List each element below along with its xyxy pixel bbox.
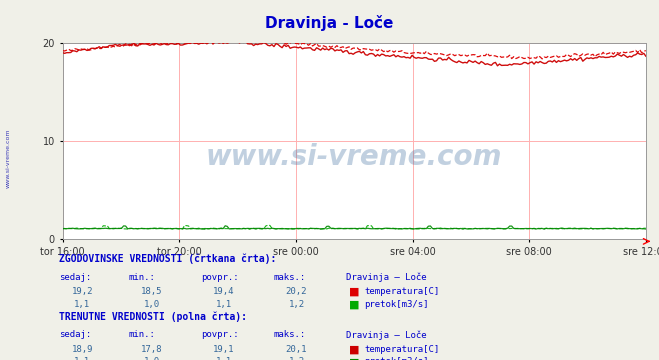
Text: maks.:: maks.: [273,273,306,282]
Text: 1,2: 1,2 [289,357,304,360]
Text: sedaj:: sedaj: [59,330,92,339]
Text: 1,2: 1,2 [289,300,304,309]
Text: sedaj:: sedaj: [59,273,92,282]
Text: 18,9: 18,9 [72,345,93,354]
Text: ■: ■ [349,345,360,355]
Text: www.si-vreme.com: www.si-vreme.com [206,143,502,171]
Text: 19,4: 19,4 [214,287,235,296]
Text: ■: ■ [349,357,360,360]
Text: 1,1: 1,1 [74,300,90,309]
Text: 1,1: 1,1 [216,357,232,360]
Text: 1,0: 1,0 [144,300,159,309]
Text: 18,5: 18,5 [141,287,162,296]
Text: Dravinja – Loče: Dravinja – Loče [346,273,426,282]
Text: pretok[m3/s]: pretok[m3/s] [364,300,429,309]
Text: 1,1: 1,1 [216,300,232,309]
Text: Dravinja – Loče: Dravinja – Loče [346,330,426,339]
Text: ■: ■ [349,300,360,310]
Text: 19,1: 19,1 [214,345,235,354]
Text: povpr.:: povpr.: [201,330,239,339]
Text: temperatura[C]: temperatura[C] [364,287,440,296]
Text: maks.:: maks.: [273,330,306,339]
Text: ■: ■ [349,287,360,297]
Text: povpr.:: povpr.: [201,273,239,282]
Text: ZGODOVINSKE VREDNOSTI (črtkana črta):: ZGODOVINSKE VREDNOSTI (črtkana črta): [59,254,277,264]
Text: TRENUTNE VREDNOSTI (polna črta):: TRENUTNE VREDNOSTI (polna črta): [59,311,247,322]
Text: min.:: min.: [129,273,156,282]
Text: 17,8: 17,8 [141,345,162,354]
Text: temperatura[C]: temperatura[C] [364,345,440,354]
Text: www.si-vreme.com: www.si-vreme.com [5,129,11,188]
Text: 20,1: 20,1 [286,345,307,354]
Text: 1,1: 1,1 [74,357,90,360]
Text: min.:: min.: [129,330,156,339]
Text: 19,2: 19,2 [72,287,93,296]
Text: 20,2: 20,2 [286,287,307,296]
Text: pretok[m3/s]: pretok[m3/s] [364,357,429,360]
Text: 1,0: 1,0 [144,357,159,360]
Text: Dravinja - Loče: Dravinja - Loče [266,15,393,31]
